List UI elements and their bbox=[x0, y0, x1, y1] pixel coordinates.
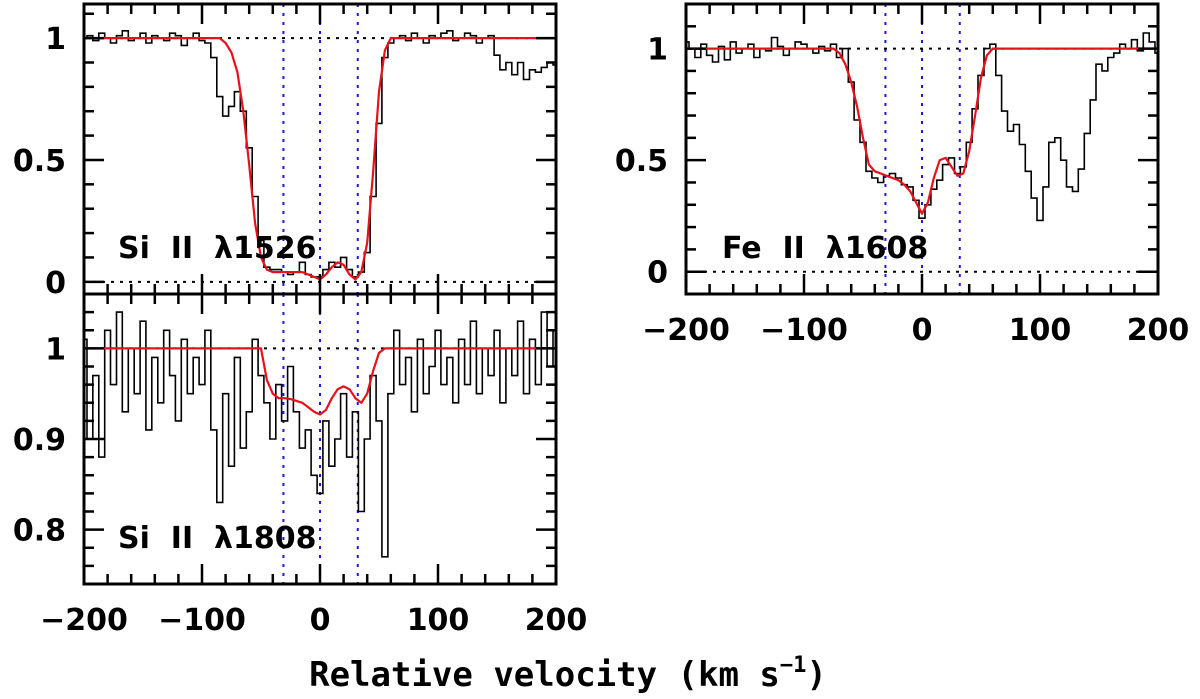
x-tick-label: −100 bbox=[760, 313, 848, 348]
panel-label-si-ii-1526: Si II λ1526 bbox=[118, 231, 316, 266]
observed-spectrum bbox=[84, 311, 556, 558]
y-tick-label: 1 bbox=[647, 33, 668, 68]
panel-fe-ii-1608: 0 0.5 1 −200 −100 0 100 200 Fe II λ1608 bbox=[615, 2, 1190, 348]
y-tick-label: 0 bbox=[45, 266, 66, 301]
x-axis-title-close: ) bbox=[806, 655, 826, 695]
x-axis-title-text: Relative velocity (km s bbox=[309, 655, 780, 695]
y-tick-label: 0.5 bbox=[13, 144, 66, 179]
y-tick-label: 1 bbox=[45, 332, 66, 367]
x-tick-label: 0 bbox=[310, 603, 331, 638]
x-tick-label: −200 bbox=[40, 603, 128, 638]
x-axis-title: Relative velocity (km s−1) bbox=[309, 653, 827, 695]
x-tick-label: 100 bbox=[1009, 313, 1072, 348]
model-fit bbox=[84, 347, 556, 416]
model-fit bbox=[84, 36, 556, 281]
x-axis-title-exponent: −1 bbox=[780, 653, 807, 678]
y-tick-label: 0 bbox=[647, 256, 668, 291]
panel-label-si-ii-1808: Si II λ1808 bbox=[118, 521, 316, 556]
y-tick-label: 0.9 bbox=[13, 423, 66, 458]
model-fit bbox=[686, 47, 1158, 215]
x-tick-label: 0 bbox=[912, 313, 933, 348]
panel-si-ii-1808: 0.8 0.9 1 −200 −100 0 100 200 Si II λ1808 bbox=[13, 292, 588, 638]
y-tick-label: 1 bbox=[45, 22, 66, 57]
y-tick-label: 0.5 bbox=[615, 144, 668, 179]
observed-spectrum bbox=[686, 32, 1158, 222]
y-tick-label: 0.8 bbox=[13, 514, 66, 549]
x-tick-label: 200 bbox=[525, 603, 588, 638]
panel-label-fe-ii-1608: Fe II λ1608 bbox=[722, 231, 928, 266]
panel-si-ii-1526: 0 0.5 1 Si II λ1526 bbox=[13, 2, 558, 301]
x-tick-label: 200 bbox=[1127, 313, 1190, 348]
x-tick-label: −200 bbox=[642, 313, 730, 348]
x-tick-label: −100 bbox=[158, 603, 246, 638]
x-tick-label: 100 bbox=[407, 603, 470, 638]
